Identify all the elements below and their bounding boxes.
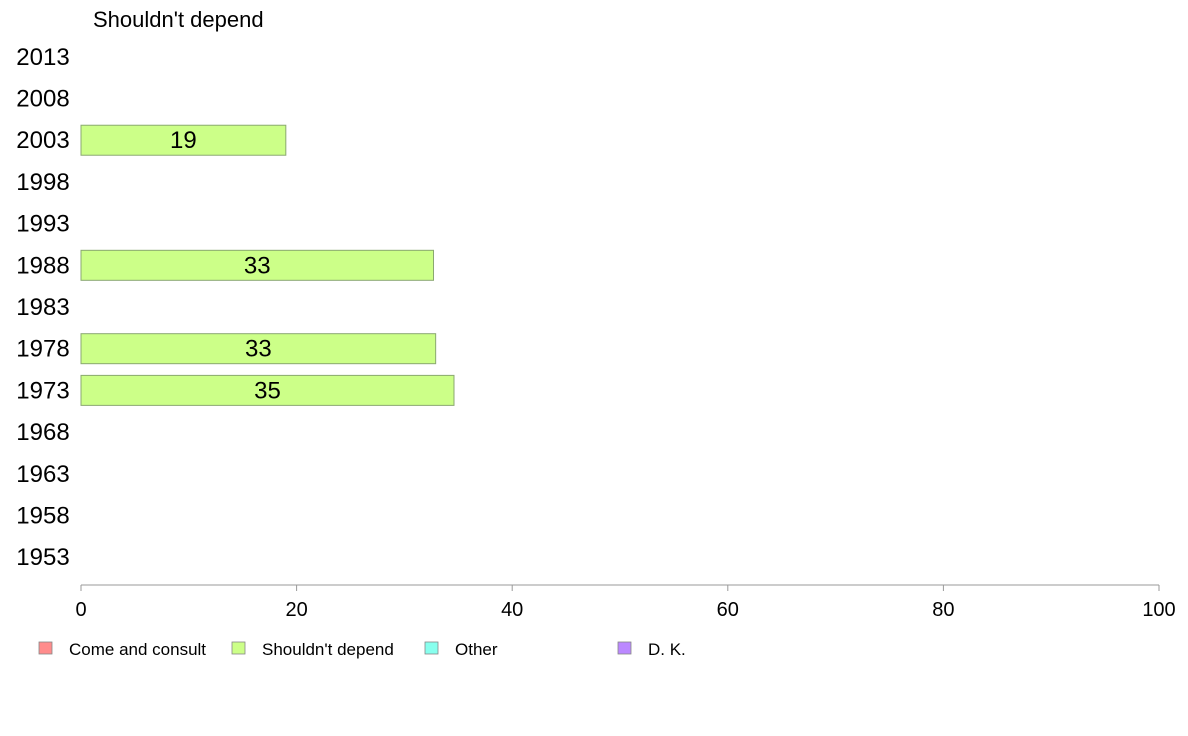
x-tick-label: 20 bbox=[285, 599, 307, 621]
year-label: 2013 bbox=[16, 44, 69, 71]
panel-title: Shouldn't depend bbox=[93, 7, 264, 32]
x-tick-label: 0 bbox=[75, 599, 86, 621]
data-label: 33 bbox=[245, 336, 272, 363]
year-label: 2008 bbox=[16, 86, 69, 113]
x-tick-label: 40 bbox=[501, 599, 523, 621]
legend-label: D. K. bbox=[648, 640, 686, 659]
year-label: 2003 bbox=[16, 127, 69, 154]
year-label: 1968 bbox=[16, 419, 69, 446]
x-tick-label: 100 bbox=[1142, 599, 1175, 621]
data-label: 19 bbox=[170, 127, 197, 154]
legend-swatch bbox=[424, 641, 439, 655]
bar bbox=[80, 333, 437, 365]
legend-swatch bbox=[231, 641, 246, 655]
legend-label: Other bbox=[455, 640, 498, 659]
bar bbox=[80, 374, 455, 406]
year-label: 1963 bbox=[16, 461, 69, 488]
legend-swatch bbox=[617, 641, 632, 655]
legend-label: Come and consult bbox=[69, 640, 206, 659]
year-label: 1988 bbox=[16, 252, 69, 279]
year-label: 1973 bbox=[16, 377, 69, 404]
bars-group: 19 33 33 35 bbox=[80, 124, 455, 406]
legend-swatch bbox=[38, 641, 53, 655]
data-label: 35 bbox=[254, 377, 281, 404]
year-labels: 2013 2008 2003 1998 1993 1988 1983 1978 1973 1968… bbox=[16, 44, 69, 571]
x-tick-label: 80 bbox=[932, 599, 954, 621]
year-label: 1978 bbox=[16, 336, 69, 363]
year-label: 1993 bbox=[16, 211, 69, 238]
x-tick-label: 60 bbox=[717, 599, 739, 621]
legend-label: Shouldn't depend bbox=[262, 640, 394, 659]
legend: Come and consult Shouldn't depend Other D. … bbox=[38, 640, 686, 659]
year-label: 1953 bbox=[16, 544, 69, 571]
year-label: 1998 bbox=[16, 169, 69, 196]
data-label: 33 bbox=[244, 252, 271, 279]
year-label: 1958 bbox=[16, 502, 69, 529]
x-axis: 0 20 40 60 80 100 bbox=[75, 584, 1176, 621]
bar bbox=[80, 249, 435, 281]
year-label: 1983 bbox=[16, 294, 69, 321]
bar bbox=[80, 124, 287, 156]
